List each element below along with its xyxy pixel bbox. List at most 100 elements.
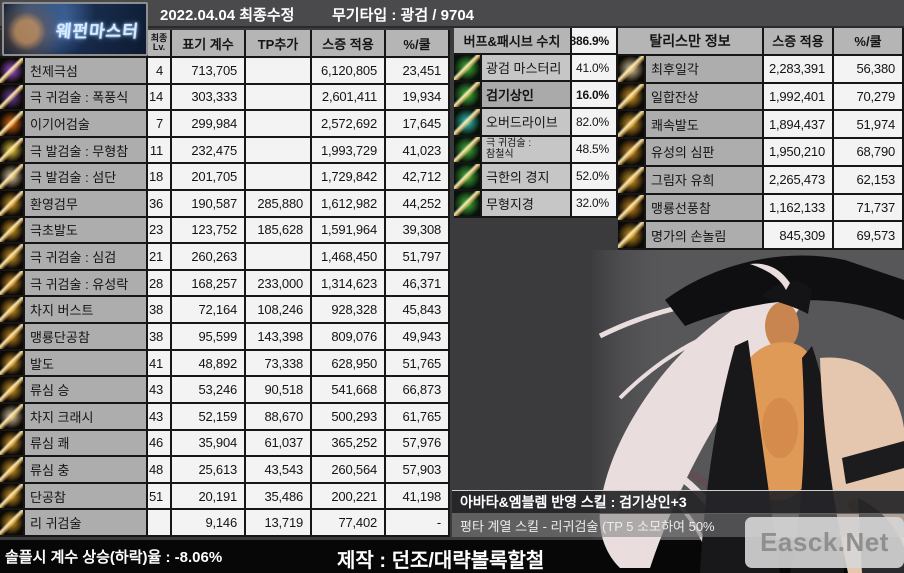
- skill-pcool: 61,765: [386, 403, 450, 431]
- claw-icon: [454, 136, 482, 164]
- mastery-icon: [454, 55, 482, 83]
- swirl-icon: [0, 217, 25, 245]
- comet-icon: [0, 270, 25, 298]
- talisman-col-sdmg: 스증 적용: [764, 28, 834, 56]
- talisman-pcool: 68,790: [834, 139, 904, 167]
- skill-name: 리 귀검술: [25, 510, 148, 537]
- skill-sdmg: 628,950: [312, 350, 386, 378]
- skill-tp: 143,398: [246, 324, 312, 351]
- weapon-type-label: 무기타입 : 광검 / 9704: [332, 7, 475, 24]
- skill-level: [148, 510, 172, 537]
- last-modified-date: 2022.04.04 최종수정: [160, 7, 295, 24]
- talisman-name: 명가의 손놀림: [646, 222, 764, 250]
- limit-icon: [454, 163, 482, 191]
- col-header-pcool: %/쿨: [386, 30, 450, 58]
- skill-level: 21: [148, 244, 172, 271]
- skill-tp: [246, 84, 312, 112]
- skill-level: 36: [148, 191, 172, 218]
- talisman-name: 그림자 유희: [646, 166, 764, 195]
- quick-draw-icon: [0, 510, 25, 537]
- talisman-pcool: 69,573: [834, 222, 904, 250]
- talisman-pcool: 71,737: [834, 194, 904, 223]
- skill-sdmg: 2,572,692: [312, 111, 386, 138]
- sword-ki-icon: [454, 82, 482, 110]
- moon-gold-icon: [618, 166, 646, 195]
- rising-icon: [0, 377, 25, 404]
- skill-pcool: 41,198: [386, 483, 450, 511]
- buff-value: 32.0%: [572, 190, 618, 218]
- draw-slash-icon: [0, 350, 25, 378]
- buff-value: 52.0%: [572, 163, 618, 191]
- crescent-gold-icon: [618, 83, 646, 112]
- talisman-sdmg: 1,950,210: [764, 139, 834, 167]
- talisman-sdmg: 1,992,401: [764, 83, 834, 112]
- skill-name: 환영검무: [25, 191, 148, 218]
- skill-name: 천제극섬: [25, 58, 148, 85]
- skill-level: 43: [148, 403, 172, 431]
- slash-gold-icon: [618, 139, 646, 167]
- skill-coef: 713,705: [172, 58, 246, 85]
- skill-pcool: 19,934: [386, 84, 450, 112]
- skill-sdmg: 200,221: [312, 483, 386, 511]
- skill-tp: 61,037: [246, 430, 312, 458]
- air-slash-icon: [0, 483, 25, 511]
- skill-coef: 9,146: [172, 510, 246, 537]
- skill-name: 극 귀검술 : 폭풍식: [25, 84, 148, 112]
- skill-coef: 53,246: [172, 377, 246, 404]
- skill-coef: 232,475: [172, 137, 246, 165]
- talisman-name: 쾌속발도: [646, 111, 764, 139]
- crescent-icon: [0, 191, 25, 218]
- skill-level: 41: [148, 350, 172, 378]
- buff-panel-title: 버프&패시브 수치: [454, 28, 572, 56]
- skill-pcool: 17,645: [386, 111, 450, 138]
- talisman-name: 맹룡선풍참: [646, 194, 764, 223]
- talisman-sdmg: 1,162,133: [764, 194, 834, 223]
- skill-level: 38: [148, 324, 172, 351]
- skill-sdmg: 541,668: [312, 377, 386, 404]
- skill-tp: [246, 244, 312, 271]
- skill-sdmg: 2,601,411: [312, 84, 386, 112]
- charge-icon: [0, 297, 25, 325]
- skill-tp: 233,000: [246, 270, 312, 298]
- talisman-pcool: 70,279: [834, 83, 904, 112]
- skill-name: 극 발검술 : 섬단: [25, 164, 148, 192]
- skill-tp: 185,628: [246, 217, 312, 245]
- buff-value: 48.5%: [572, 136, 618, 164]
- buff-passive-panel: 버프&패시브 수치 886.9% 광검 마스터리 41.0% 검기상인 16.0…: [454, 28, 618, 218]
- skill-coef: 190,587: [172, 191, 246, 218]
- skill-tp: 43,543: [246, 457, 312, 484]
- talisman-col-pcool: %/쿨: [834, 28, 904, 56]
- talisman-pcool: 56,380: [834, 55, 904, 84]
- skill-pcool: 66,873: [386, 377, 450, 404]
- skill-level: 23: [148, 217, 172, 245]
- skill-name: 류심 쾌: [25, 430, 148, 458]
- skill-tp: 35,486: [246, 483, 312, 511]
- class-logo-weapon-master: 웨펀마스터: [2, 2, 148, 56]
- skill-pcool: -: [386, 510, 450, 537]
- flow-thrust-icon: [0, 457, 25, 484]
- buff-name: 무형지경: [482, 190, 572, 218]
- buff-value: 82.0%: [572, 109, 618, 137]
- skill-pcool: 51,797: [386, 244, 450, 271]
- buff-name: 극 귀검술 : 참철식: [482, 136, 572, 164]
- skill-sdmg: 1,993,729: [312, 137, 386, 165]
- skill-pcool: 49,943: [386, 324, 450, 351]
- skill-sdmg: 1,468,450: [312, 244, 386, 271]
- skill-coef: 72,164: [172, 297, 246, 325]
- skill-coef: 20,191: [172, 483, 246, 511]
- col-header-level: 최종 Lv.: [148, 30, 172, 58]
- buff-total-value: 886.9%: [572, 28, 618, 56]
- skill-pcool: 57,976: [386, 430, 450, 458]
- cross-slash-icon: [0, 84, 25, 112]
- skill-sdmg: 260,564: [312, 457, 386, 484]
- col-header-tp: TP추가: [246, 30, 312, 58]
- flow-fast-icon: [0, 430, 25, 458]
- dragon-icon: [0, 324, 25, 351]
- skill-sdmg: 809,076: [312, 324, 386, 351]
- talisman-name: 유성의 심판: [646, 139, 764, 167]
- talisman-name: 일합잔상: [646, 83, 764, 112]
- col-header-coef: 표기 계수: [172, 30, 246, 58]
- skill-tp: 73,338: [246, 350, 312, 378]
- skill-name: 발도: [25, 350, 148, 378]
- burst-icon: [0, 58, 25, 85]
